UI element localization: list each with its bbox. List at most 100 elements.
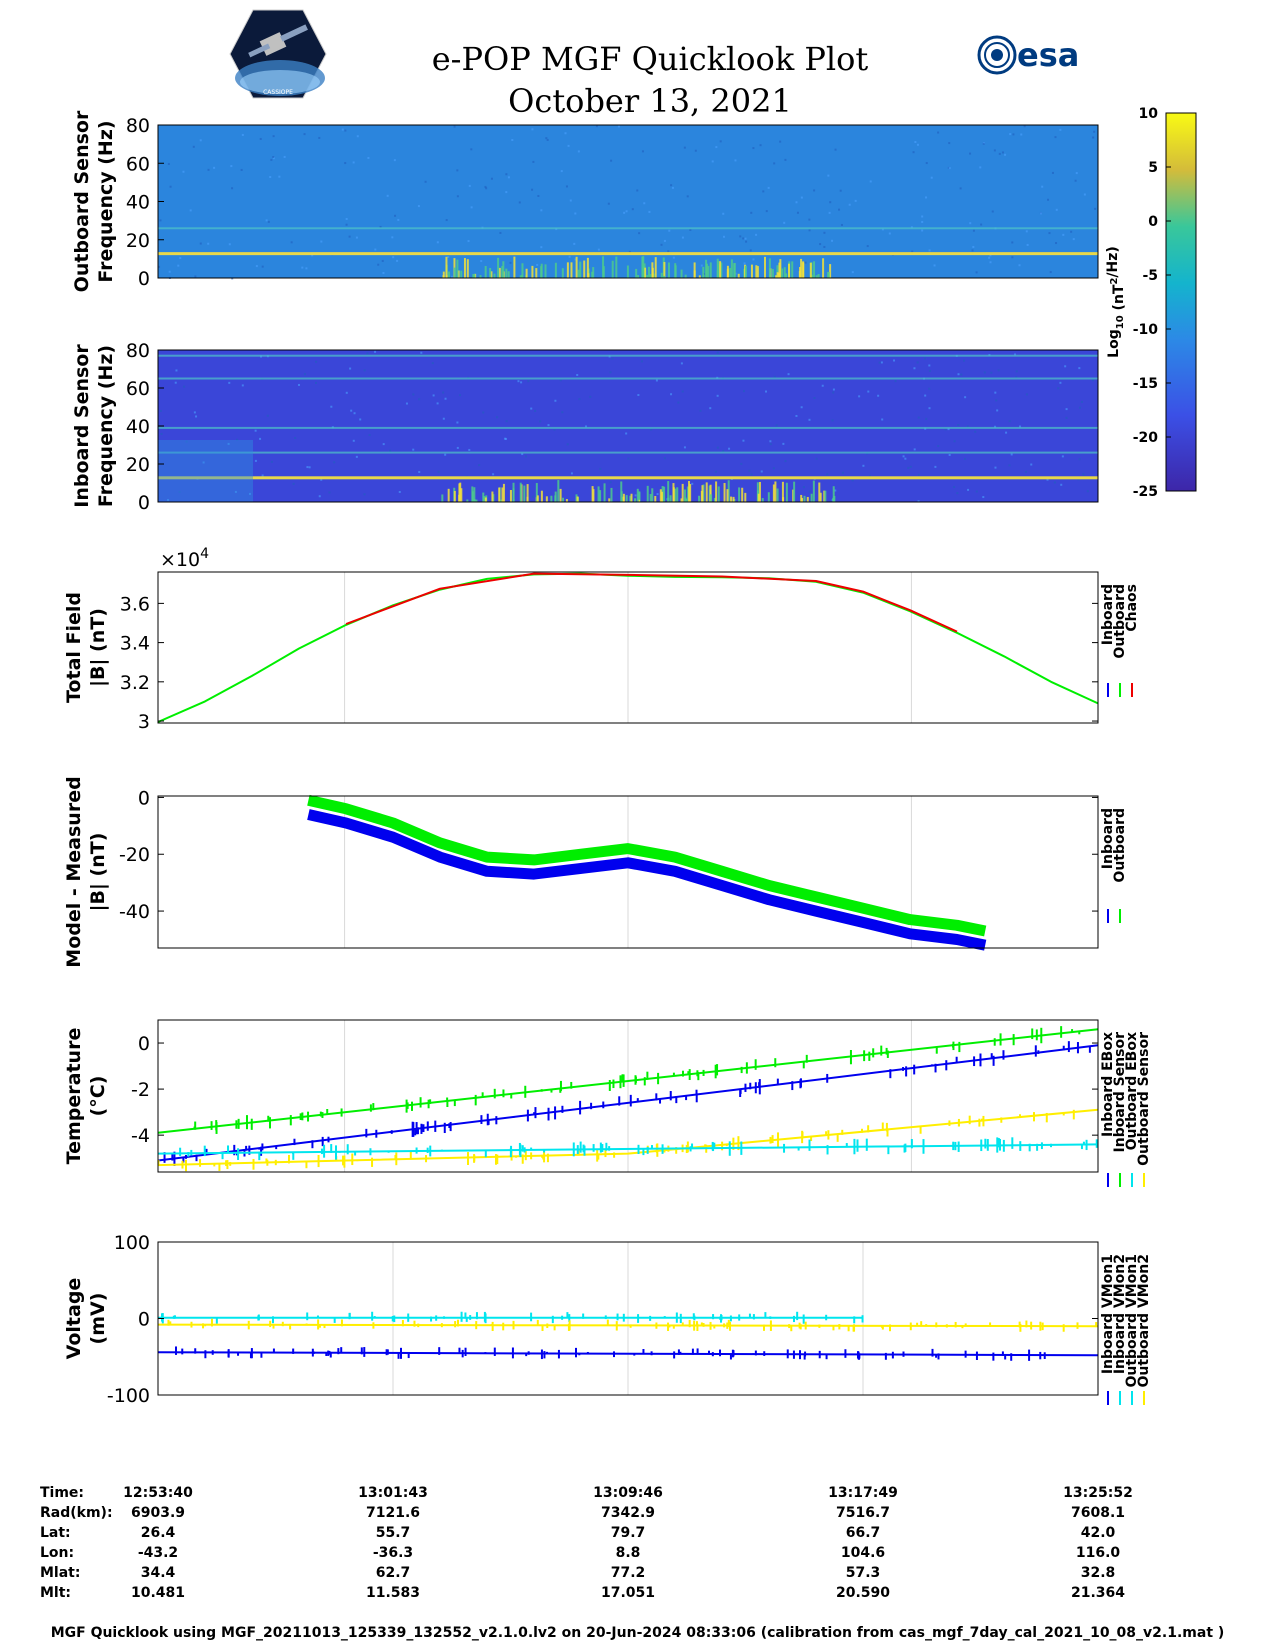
spectrogram-noise [545, 137, 548, 140]
spectrogram-noise [344, 129, 347, 132]
info-row-label: Lon: [40, 1545, 75, 1561]
spectrogram-activity [535, 268, 538, 278]
spectrogram-activity [519, 275, 522, 278]
spectrogram-noise [356, 135, 359, 138]
spectrogram-activity [473, 274, 476, 278]
y-axis-label: Temperature (°C) [63, 1028, 109, 1165]
spectrogram-noise [1051, 171, 1054, 174]
spectrogram-noise [959, 187, 962, 190]
spectrogram-noise [888, 232, 891, 235]
spectrogram-noise [546, 138, 549, 141]
spectrogram-activity [755, 265, 758, 278]
spectrogram-activity [771, 268, 774, 278]
spectrogram-noise [759, 144, 762, 147]
spectrogram-noise [858, 395, 861, 398]
spectrogram-panel-1: 0 20 40 60 80 Inboard Sensor Frequency (Hz) [71, 340, 1099, 514]
spectrogram-activity [793, 481, 796, 502]
spectrogram-activity [540, 490, 543, 502]
spectrogram-noise [779, 140, 782, 143]
spectrogram-activity [688, 480, 691, 502]
spectrogram-activity [565, 499, 568, 502]
spectrogram-noise [531, 128, 534, 131]
spectrogram-noise [982, 496, 985, 499]
spectrogram-noise [722, 235, 725, 238]
spectrogram-noise [894, 380, 897, 383]
y-tick-label: 0 [138, 268, 150, 290]
spectrogram-activity [669, 495, 672, 502]
spectrogram-noise [589, 395, 592, 398]
spectrogram-noise [308, 466, 311, 469]
y-label-line-1: Total Field [63, 592, 85, 703]
spectrogram-noise [168, 270, 171, 273]
spectrogram-activity [466, 499, 469, 502]
spectrogram-noise [1011, 241, 1014, 244]
spectrogram-noise [1019, 425, 1021, 428]
y-exponent-label: ×104 [160, 546, 209, 571]
spectrogram-noise [765, 390, 768, 393]
spectrogram-activity [782, 497, 785, 502]
info-cell: 13:09:46 [593, 1485, 663, 1501]
spectrogram-noise [1012, 133, 1015, 136]
spectrogram-noise [881, 228, 884, 231]
spectrogram-noise [254, 429, 257, 432]
spectrogram-activity [781, 268, 784, 278]
spectrogram-activity [815, 275, 818, 278]
spectrogram-noise [517, 380, 520, 383]
spectrogram-noise [241, 133, 244, 136]
spectrogram-activity [597, 486, 600, 502]
spectrogram-activity [484, 265, 487, 278]
spectrogram-noise [980, 223, 983, 226]
spectrogram-noise [353, 412, 356, 415]
spectrogram-noise [993, 149, 996, 152]
info-row-label: Mlat: [40, 1565, 81, 1581]
spectrogram-noise [573, 242, 576, 245]
spectrogram-activity [716, 258, 719, 278]
spectrogram-band [158, 377, 1098, 380]
spectrogram-activity [557, 480, 560, 502]
spectrogram-noise [815, 457, 818, 460]
spectrogram-noise [975, 271, 978, 274]
spectrogram-activity [705, 259, 708, 278]
spectrogram-noise [819, 243, 822, 246]
spectrogram-noise [1020, 133, 1023, 136]
spectrogram-noise [913, 367, 916, 370]
spectrogram-noise [499, 231, 502, 234]
spectrogram-noise [350, 409, 353, 412]
spectrogram-noise [827, 174, 830, 177]
spectrogram-noise [536, 263, 539, 266]
spectrogram-noise [831, 419, 834, 422]
spectrogram-activity [654, 495, 657, 502]
spectrogram-noise [559, 379, 562, 382]
spectrogram-noise [648, 210, 651, 213]
spectrogram-noise [989, 254, 992, 257]
spectrogram-noise [881, 418, 884, 421]
spectrogram-noise [800, 196, 803, 199]
spectrogram-noise [1065, 408, 1068, 411]
spectrogram-activity [466, 259, 469, 278]
info-row: Lon: -43.2 -36.3 8.8 104.6 116.0 [0, 1545, 1275, 1566]
spectrogram-noise [893, 359, 896, 362]
spectrogram-activity [791, 261, 794, 278]
spectrogram-noise [374, 248, 377, 251]
y-label-line-2: Frequency (Hz) [95, 345, 117, 507]
spectrogram-noise [1057, 387, 1060, 390]
spectrogram-noise [762, 190, 765, 193]
spectrogram-noise [716, 394, 719, 397]
spectrogram-noise [436, 241, 439, 244]
spectrogram-noise [389, 449, 392, 452]
spectrogram-activity [602, 266, 605, 278]
spectrogram-noise [716, 351, 719, 354]
spectrogram-noise [597, 248, 600, 251]
spectrogram-noise [628, 250, 631, 253]
spectrogram-noise [742, 237, 745, 240]
spectrogram-noise [917, 416, 920, 419]
esa-logo: esa [977, 35, 1079, 75]
spectrogram-activity [758, 481, 761, 502]
series-line [157, 1044, 1099, 1162]
spectrogram-noise [957, 373, 960, 376]
spectrogram-activity [809, 262, 812, 278]
spectrogram-noise [456, 446, 459, 449]
spectrogram-noise [482, 411, 485, 414]
spectrogram-activity [772, 484, 775, 502]
y-exponent-base: ×10 [160, 549, 200, 571]
